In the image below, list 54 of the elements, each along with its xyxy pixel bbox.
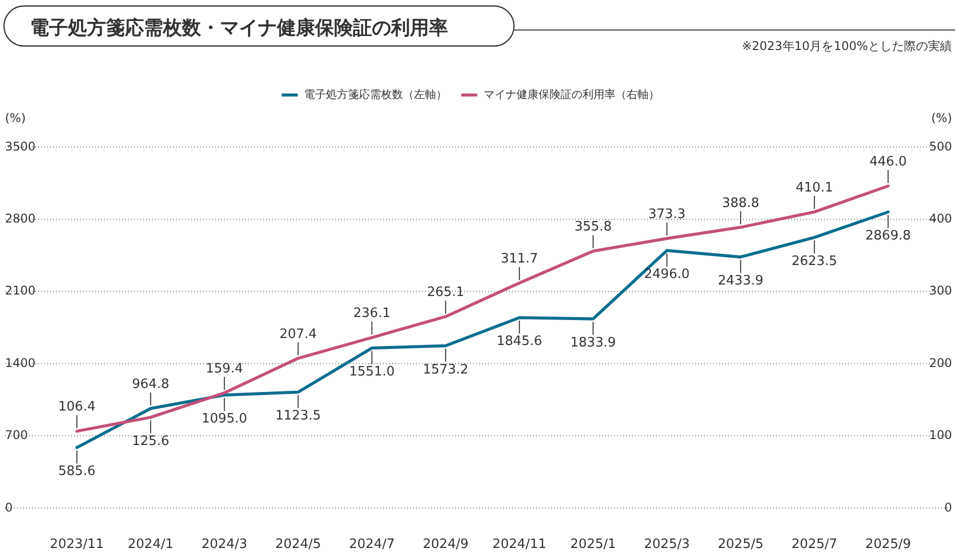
x-tick-label: 2025/7 [792, 537, 838, 552]
y2-tick-label: 0 [944, 500, 952, 514]
y-tick-label: 1400 [5, 356, 36, 370]
data-label: 311.7 [500, 252, 538, 267]
y-tick-label: 0 [5, 500, 13, 514]
legend-label: 電子処方箋応需枚数（左軸） [304, 88, 447, 102]
chart-title: 電子処方箋応需枚数・マイナ健康保険証の利用率 [30, 17, 448, 39]
y2-tick-label: 100 [929, 428, 952, 442]
y2-tick-label: 500 [929, 139, 952, 154]
data-label: 2433.9 [718, 274, 764, 289]
y2-axis-title: (%) [931, 111, 952, 125]
data-label: 159.4 [206, 361, 243, 376]
y2-tick-label: 400 [929, 211, 952, 226]
x-tick-label: 2024/1 [128, 537, 174, 552]
data-label: 373.3 [648, 207, 686, 222]
data-label: 355.8 [574, 220, 612, 235]
data-label: 585.6 [58, 464, 96, 480]
x-tick-label: 2024/7 [349, 537, 395, 552]
x-tick-label: 2025/3 [644, 537, 690, 552]
data-label: 1551.0 [349, 364, 395, 380]
data-label: 2496.0 [644, 267, 690, 282]
x-tick-label: 2024/9 [422, 537, 468, 552]
data-label: 2623.5 [792, 254, 838, 269]
x-tick-label: 2024/11 [492, 537, 546, 552]
y2-tick-label: 200 [929, 356, 952, 370]
y-tick-label: 700 [5, 428, 28, 442]
data-label: 1845.6 [496, 334, 542, 350]
data-label: 265.1 [427, 285, 464, 300]
data-label: 125.6 [132, 434, 170, 449]
x-tick-label: 2025/1 [570, 537, 616, 552]
data-label: 1095.0 [202, 412, 248, 427]
data-label: 1573.2 [422, 362, 468, 378]
x-tick-label: 2025/9 [865, 537, 911, 552]
legend-label: マイナ健康保険証の利用率（右軸） [483, 88, 660, 102]
data-label: 388.8 [722, 196, 760, 211]
text: ※2023年10月を100%とした際の実績 [742, 39, 952, 53]
data-label: 236.1 [353, 306, 390, 322]
data-label: 446.0 [870, 154, 907, 170]
y2-tick-label: 300 [929, 284, 952, 298]
data-label: 1833.9 [570, 335, 616, 350]
y-tick-label: 3500 [5, 139, 36, 154]
data-label: 106.4 [58, 400, 96, 415]
y-tick-label: 2800 [5, 211, 36, 226]
data-label: 410.1 [796, 180, 833, 196]
y-axis-title: (%) [5, 111, 26, 125]
data-label: 207.4 [280, 326, 317, 342]
x-tick-label: 2024/3 [202, 537, 248, 552]
y-tick-label: 2100 [5, 284, 36, 298]
x-tick-label: 2024/5 [275, 537, 321, 552]
data-label: 2869.8 [865, 228, 911, 244]
data-label: 1123.5 [275, 408, 321, 424]
x-tick-label: 2023/11 [50, 537, 104, 552]
x-tick-label: 2025/5 [718, 537, 764, 552]
data-label: 964.8 [132, 377, 170, 392]
